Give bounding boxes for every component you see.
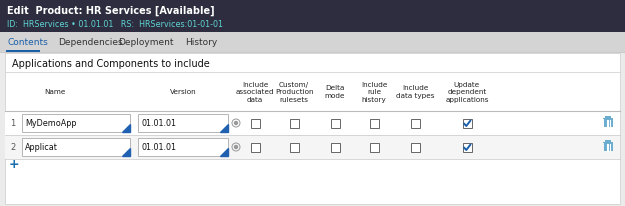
Text: Include
associated
data: Include associated data <box>236 82 274 103</box>
Bar <box>5 111 620 135</box>
Text: Contents: Contents <box>7 37 48 47</box>
Text: Edit  Product: HR Services [Available]: Edit Product: HR Services [Available] <box>7 6 214 16</box>
Bar <box>331 143 339 151</box>
Bar <box>603 142 613 143</box>
Text: 01.01.01: 01.01.01 <box>141 118 176 128</box>
Text: Dependencies: Dependencies <box>58 37 122 47</box>
Bar <box>0 32 625 52</box>
Bar <box>22 138 130 156</box>
Text: Name: Name <box>44 89 66 95</box>
Bar <box>5 135 620 159</box>
Text: Deployment: Deployment <box>118 37 174 47</box>
Bar <box>462 118 471 128</box>
Bar <box>604 119 612 127</box>
Text: Include
data types: Include data types <box>396 85 434 99</box>
Bar <box>6 50 39 52</box>
Polygon shape <box>220 124 228 132</box>
Text: 1: 1 <box>11 118 16 128</box>
Bar <box>138 114 228 132</box>
Polygon shape <box>122 124 130 132</box>
Bar <box>22 114 130 132</box>
Bar <box>0 52 625 206</box>
Bar <box>411 118 419 128</box>
Text: Applications and Components to include: Applications and Components to include <box>12 59 210 69</box>
Text: Version: Version <box>170 89 196 95</box>
Polygon shape <box>122 148 130 156</box>
Bar <box>411 143 419 151</box>
Bar <box>251 118 259 128</box>
Circle shape <box>234 145 238 149</box>
Text: Include
rule
history: Include rule history <box>361 82 388 103</box>
Bar <box>605 140 611 142</box>
Bar <box>331 118 339 128</box>
Text: Applicat: Applicat <box>25 143 58 151</box>
Text: Update
dependent
applications: Update dependent applications <box>445 82 489 103</box>
Text: History: History <box>185 37 218 47</box>
Bar <box>289 143 299 151</box>
Text: MyDemoApp: MyDemoApp <box>25 118 76 128</box>
Bar <box>603 117 613 119</box>
Bar <box>138 138 228 156</box>
Text: +: + <box>9 158 19 172</box>
Text: 2: 2 <box>11 143 16 151</box>
Bar <box>5 53 620 204</box>
Polygon shape <box>220 148 228 156</box>
Bar <box>605 116 611 118</box>
Bar <box>289 118 299 128</box>
Text: 01.01.01: 01.01.01 <box>141 143 176 151</box>
Bar <box>369 143 379 151</box>
Bar <box>604 143 612 151</box>
Bar <box>369 118 379 128</box>
Circle shape <box>234 122 238 124</box>
Text: Delta
mode: Delta mode <box>325 85 345 99</box>
Text: ID:  HRServices • 01.01.01   RS:  HRServices:01-01-01: ID: HRServices • 01.01.01 RS: HRServices… <box>7 20 223 28</box>
Bar <box>251 143 259 151</box>
Bar <box>462 143 471 151</box>
Text: Custom/
Production
rulesets: Custom/ Production rulesets <box>275 82 313 103</box>
Bar <box>0 0 625 32</box>
